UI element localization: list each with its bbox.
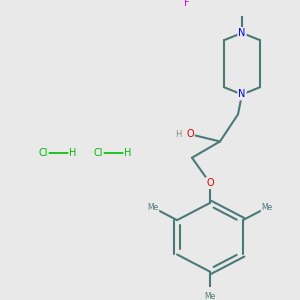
Text: Cl: Cl xyxy=(93,148,103,158)
Text: Me: Me xyxy=(204,292,216,300)
Text: N: N xyxy=(238,28,246,38)
Text: F: F xyxy=(184,0,189,8)
Text: Cl: Cl xyxy=(38,148,48,158)
Text: N: N xyxy=(238,89,246,99)
Text: H: H xyxy=(69,148,77,158)
Text: O: O xyxy=(206,178,214,188)
Text: Me: Me xyxy=(262,203,273,212)
Text: H: H xyxy=(176,130,182,139)
Text: Me: Me xyxy=(147,203,158,212)
Text: H: H xyxy=(124,148,132,158)
Text: O: O xyxy=(186,129,194,139)
